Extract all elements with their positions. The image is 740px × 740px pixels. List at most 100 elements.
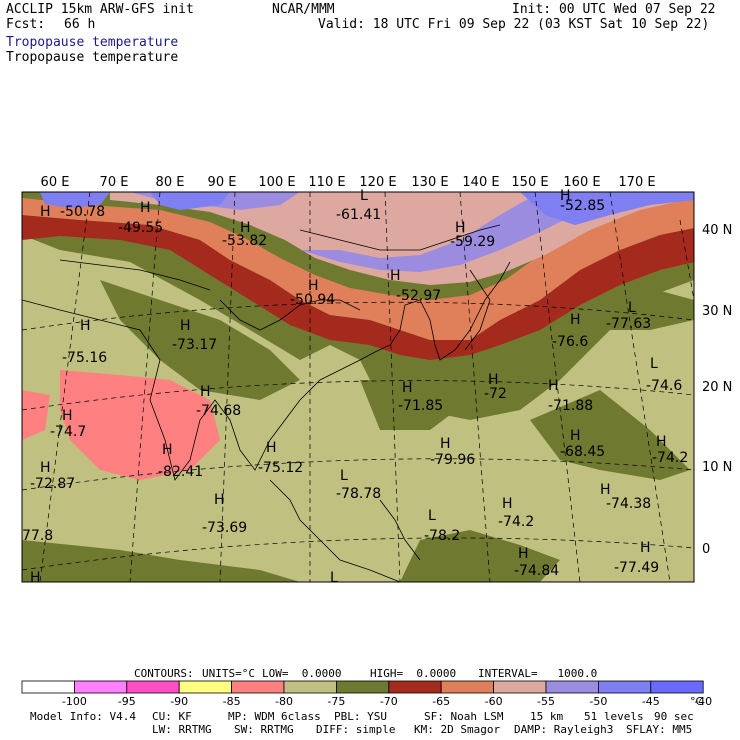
hl-value: -74.2 [498,514,534,530]
footer-pbl: PBL: YSU [334,710,387,723]
interval-label: INTERVAL= 1000.0 [478,667,598,680]
lon-label: 60 E [41,175,70,190]
hl-value: -82.41 [158,464,203,480]
hl-value: -79.96 [430,452,475,468]
colorbar-swatch [231,680,285,694]
hl-value: -75.12 [258,460,303,476]
hl-value: -52.97 [396,288,441,304]
hl-symbol: H [266,440,277,456]
hl-symbol: H [640,540,651,556]
hl-value: -74.7 [50,424,86,440]
hl-symbol: H [240,220,251,236]
lon-label: 90 E [208,175,237,190]
footer-sflay: SFLAY: MM5 [626,723,693,736]
colorbar-swatch [21,680,75,694]
hl-value: -71.88 [548,398,593,414]
footer-mp: MP: WDM 6class [228,710,321,723]
hl-symbol: H [600,482,611,498]
footer-sf: SF: Noah LSM [424,710,504,723]
center-label: NCAR/MMM [272,2,335,17]
field-title-blue: Tropopause temperature [6,35,179,50]
colorbar-label: -75 [327,695,345,708]
colorbar-swatch [493,680,547,694]
hl-symbol: H [502,496,513,512]
fcst-value: 66 h [64,17,96,32]
lat-label: 0 [702,542,710,557]
hl-symbol: H [560,188,571,204]
hl-value: -61.41 [336,207,381,223]
hl-symbol: H [40,460,51,476]
footer-km: KM: 2D Smagor [414,723,501,736]
lat-label: 30 N [702,304,732,319]
colorbar-swatch [178,680,232,694]
hl-symbol: H [570,428,581,444]
lon-label: 110 E [308,175,345,190]
hl-symbol: L [360,188,368,204]
colorbar-swatch [335,680,390,694]
hl-symbol: H [214,492,225,508]
hl-value: -74.6 [646,378,682,394]
hl-value: -72 [484,386,507,402]
footer-res: 15 km [530,710,564,723]
footer-cu: CU: KF [152,710,192,723]
lon-label: 100 E [258,175,295,190]
hl-symbol: H [162,442,173,458]
units-label: UNITS=°C [202,667,255,680]
hl-value: -77.63 [606,316,651,332]
hl-value: -52.85 [560,198,605,214]
hl-symbol: H [570,312,581,328]
hl-value: -76.6 [552,334,588,350]
hl-value: -75.16 [62,350,107,366]
hl-symbol: H [518,546,529,562]
hl-symbol: L [428,508,436,524]
hl-symbol: L [330,570,338,586]
colorbar-label: -55 [537,695,555,708]
hl-symbol: H [80,318,91,334]
footer-levels: 51 levels [584,710,644,723]
colorbar-label: -65 [432,695,450,708]
high-label: HIGH= 0.0000 [370,667,457,680]
hl-symbol: H [200,384,211,400]
footer-diff: DIFF: simple [316,723,396,736]
hl-symbol: H [455,220,466,236]
colorbar-label: -80 [275,695,293,708]
colorbar-label: -85 [223,695,241,708]
model-title: ACCLIP 15km ARW-GFS init [6,2,194,17]
contours-label: CONTOURS: [134,667,194,680]
hl-symbol: H [390,268,401,284]
colorbar-swatch [598,680,652,694]
field-title: Tropopause temperature [6,50,179,65]
hl-symbol: H [488,372,499,388]
footer-timestep: 90 sec [654,710,694,723]
hl-value: -74.68 [196,403,241,419]
hl-value: -59.29 [450,234,495,250]
hl-symbol: H [308,278,319,294]
lon-label: 170 E [618,175,655,190]
colorbar-label: -70 [380,695,398,708]
hl-value: -72.87 [30,476,75,492]
lon-label: 160 E [563,175,600,190]
hl-value: -78.78 [336,486,381,502]
colorbar-label: -90 [170,695,188,708]
colorbar-unit: °C [690,695,704,708]
hl-symbol: H [140,200,151,216]
hl-symbol: H [40,204,51,220]
colorbar-label: -45 [642,695,660,708]
hl-value: -77.49 [614,560,659,576]
hl-value: -50.78 [60,204,105,220]
colorbar-label: -95 [118,695,136,708]
init-time: Init: 00 UTC Wed 07 Sep 22 [512,2,716,17]
hl-value: -74.84 [514,563,559,579]
hl-value: -73.17 [172,337,217,353]
footer-model-info: Model Info: V4.4 [30,710,136,723]
lon-label: 130 E [411,175,448,190]
hl-symbol: H [440,436,451,452]
colorbar-swatch [126,680,180,694]
hl-value: -50.94 [290,292,335,308]
lon-label: 70 E [100,175,129,190]
hl-symbol: L [340,468,348,484]
colorbar-label: -40 [694,695,712,708]
hl-value: -49.55 [118,220,163,236]
hl-value: -78.2 [424,528,460,544]
lat-label: 20 N [702,380,732,395]
